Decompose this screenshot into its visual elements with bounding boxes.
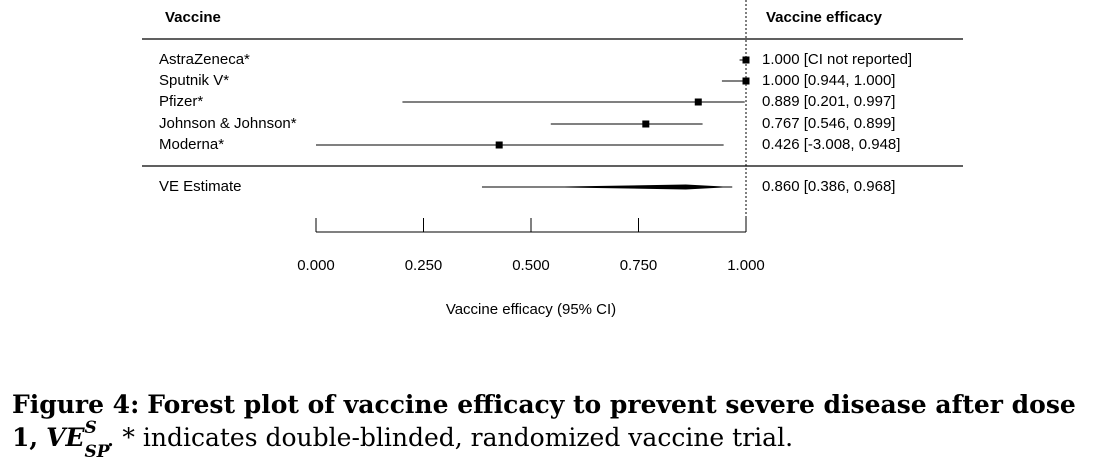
x-tick-label-2: 0.500 bbox=[512, 257, 550, 274]
study-1-name: Sputnik V* bbox=[159, 72, 229, 89]
figure-caption: Figure 4: Forest plot of vaccine efficac… bbox=[12, 390, 1076, 462]
summary-label: 0.860 [0.386, 0.968] bbox=[762, 178, 895, 195]
study-3-point bbox=[642, 120, 650, 128]
caption-label: Figure 4: bbox=[12, 390, 140, 419]
study-4-point bbox=[495, 141, 503, 149]
study-3-label: 0.767 [0.546, 0.899] bbox=[762, 115, 895, 132]
x-tick-label-4: 1.000 bbox=[727, 257, 765, 274]
caption-symbol: VE S SP bbox=[46, 418, 110, 462]
study-4-name: Moderna* bbox=[159, 136, 224, 153]
x-tick-label-1: 0.250 bbox=[405, 257, 443, 274]
x-tick-label-0: 0.000 bbox=[297, 257, 335, 274]
study-4-label: 0.426 [-3.008, 0.948] bbox=[762, 136, 900, 153]
study-2-label: 0.889 [0.201, 0.997] bbox=[762, 93, 895, 110]
x-tick-label-3: 0.750 bbox=[620, 257, 658, 274]
header-vaccine: Vaccine bbox=[165, 9, 221, 26]
study-1-label: 1.000 [0.944, 1.000] bbox=[762, 72, 895, 89]
header-vaccine-efficacy: Vaccine efficacy bbox=[766, 9, 883, 26]
study-2-point bbox=[694, 98, 702, 106]
study-1-point bbox=[742, 77, 750, 85]
study-2-name: Pfizer* bbox=[159, 93, 203, 110]
study-3-name: Johnson & Johnson* bbox=[159, 115, 297, 132]
caption-symbol-base: VE bbox=[46, 423, 85, 452]
caption-title: Forest plot of vaccine efficacy to preve… bbox=[12, 390, 1076, 452]
caption-note: * indicates double-blinded, randomized v… bbox=[122, 423, 794, 452]
study-0-name: AstraZeneca* bbox=[159, 51, 250, 68]
x-axis-label: Vaccine efficacy (95% CI) bbox=[446, 301, 616, 318]
summary-name: VE Estimate bbox=[159, 178, 242, 195]
study-0-label: 1.000 [CI not reported] bbox=[762, 51, 912, 68]
study-0-point bbox=[742, 56, 750, 64]
summary-diamond bbox=[532, 184, 733, 190]
